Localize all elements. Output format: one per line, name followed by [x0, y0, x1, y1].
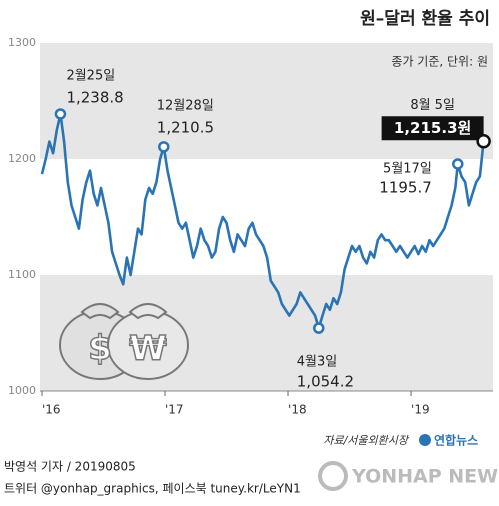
annotation-date: 12월28일 [157, 98, 214, 113]
chart-subtitle: 종가 기준, 단위: 원 [391, 55, 488, 69]
social: 트위터 @yonhap_graphics, 페이스북 tuney.kr/LeYN… [4, 482, 301, 496]
y-tick-label: 1200 [8, 152, 36, 165]
annotation-marker [452, 158, 464, 170]
bag-neck [80, 303, 120, 320]
annotation-date: 8월 5일 [410, 98, 455, 113]
chart-title: 원–달러 환율 추이 [360, 8, 490, 29]
source: 자료/서울외환시장 [323, 434, 410, 447]
x-tick-label: '19 [411, 403, 430, 417]
logo-icon [419, 434, 431, 446]
watermark: YONHAP NEWS [351, 466, 499, 488]
x-tick-label: '16 [42, 403, 61, 417]
money-bags: $ ₩ [59, 303, 189, 380]
annotation-value: 1,054.2 [297, 373, 354, 391]
plot: 1000 1100 1200 1300 '16 '17 '18 '19 2월25일 1,238.8… [8, 36, 493, 417]
credit: 박영석 기자 / 20190805 [4, 460, 136, 474]
annotation-value: 1,210.5 [157, 118, 214, 136]
annotation-date: 4월3일 [297, 355, 337, 370]
line [40, 112, 485, 330]
annotation-marker [158, 141, 170, 153]
annotation-value: 1,215.3원 [394, 119, 471, 137]
annotation-date: 2월25일 [66, 68, 115, 83]
bag-symbol: ₩ [129, 329, 167, 369]
x-tick-label: '18 [288, 403, 307, 417]
annotation-value: 1,238.8 [66, 88, 123, 106]
annotation-date: 5월17일 [383, 161, 432, 176]
x-tick-label: '17 [165, 403, 184, 417]
bag-neck [128, 303, 168, 320]
annotation-box [381, 116, 484, 141]
y-tick-label: 1100 [8, 268, 36, 281]
annotation-marker [313, 322, 325, 334]
y-tick-label: 1300 [8, 36, 36, 49]
watermark-icon [318, 461, 348, 491]
logo: 연합뉴스 [434, 433, 478, 448]
y-tick-label: 1000 [8, 384, 36, 397]
annotation-value: 1195.7 [379, 178, 432, 196]
annotation-marker [476, 134, 491, 149]
annotation-marker [54, 108, 67, 120]
plot-background [40, 43, 493, 391]
bag-symbol: $ [88, 329, 112, 369]
